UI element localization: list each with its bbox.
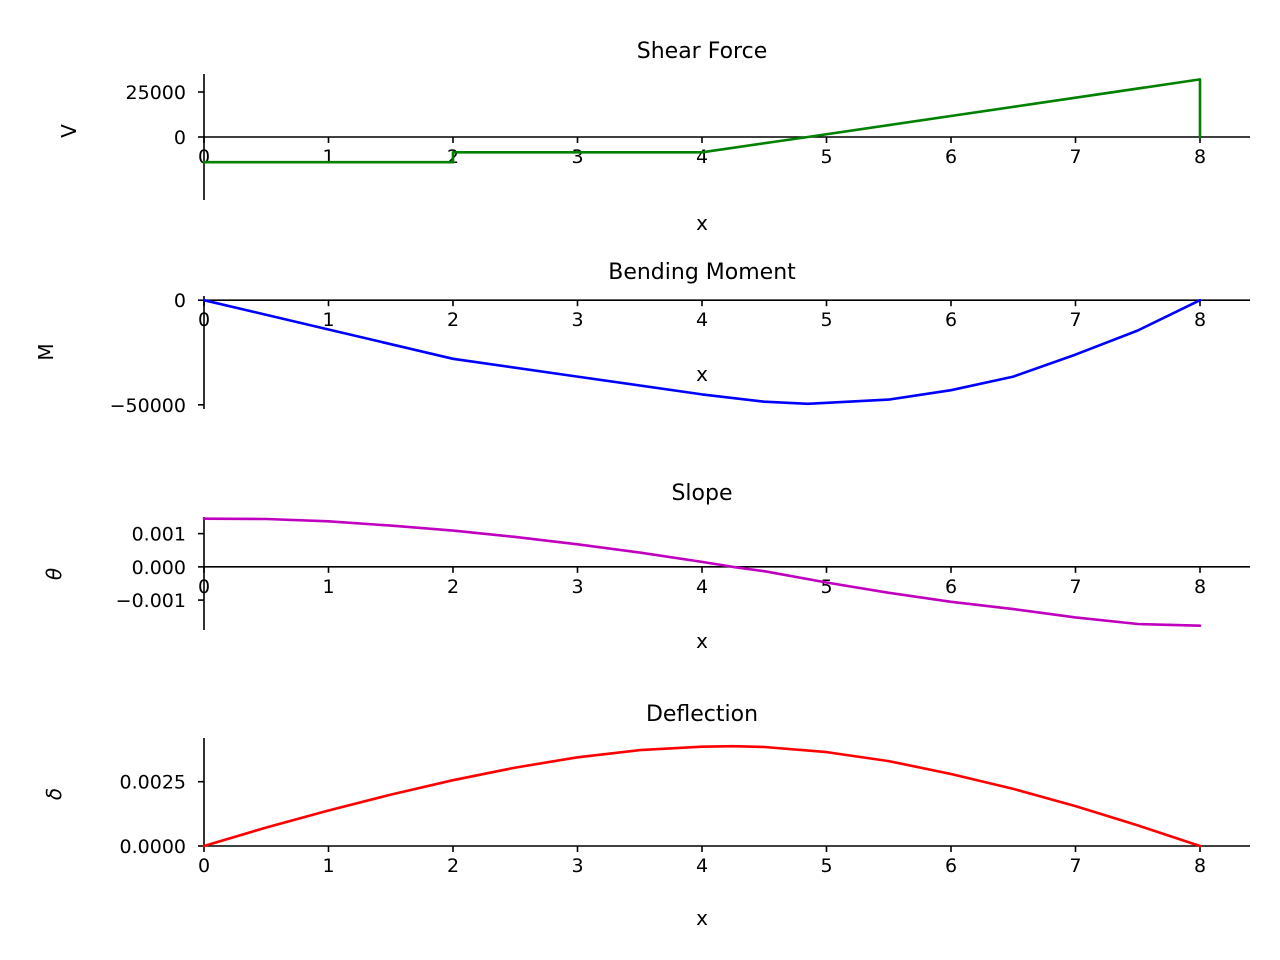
- shear-force-x-tick-label: 8: [1194, 146, 1206, 168]
- deflection-x-tick-label: 4: [696, 855, 708, 877]
- bending-moment-x-tick-label: 3: [571, 309, 583, 331]
- slope-y-tick-label: 0.001: [132, 524, 186, 546]
- slope-x-tick-label: 1: [322, 576, 334, 598]
- bending-moment-x-tick-label: 4: [696, 309, 708, 331]
- shear-force-title: Shear Force: [637, 39, 768, 64]
- slope-curve: [202, 517, 1202, 628]
- slope-y-tick-label: −0.001: [116, 590, 186, 612]
- deflection-x-tick-label: 7: [1069, 855, 1081, 877]
- shear-force-x-tick-label: 4: [696, 146, 708, 168]
- shear-force-x-axis-label: x: [696, 211, 708, 235]
- deflection-x-axis-label: x: [696, 906, 708, 930]
- shear-force-x-tick-label: 1: [322, 146, 334, 168]
- shear-force-x-tick-label: 5: [820, 146, 832, 168]
- bending-moment-title: Bending Moment: [608, 260, 796, 285]
- bending-moment-x-tick-label: 2: [447, 309, 459, 331]
- bending-moment-x-axis-label: x: [696, 362, 708, 386]
- slope-title: Slope: [671, 481, 732, 506]
- shear-force-x-tick-label: 3: [571, 146, 583, 168]
- slope-x-tick-label: 0: [198, 576, 210, 598]
- bending-moment-x-tick-label: 7: [1069, 309, 1081, 331]
- shear-force-curve: [202, 78, 1202, 164]
- bending-moment-curve: [202, 298, 1202, 406]
- slope-x-axis-label: x: [696, 629, 708, 653]
- shear-force-x-tick-label: 7: [1069, 146, 1081, 168]
- slope-x-tick-label: 6: [945, 576, 957, 598]
- deflection-y-tick-label: 0.0000: [120, 836, 186, 858]
- deflection-x-tick-label: 3: [571, 855, 583, 877]
- slope-x-tick-label: 5: [820, 576, 832, 598]
- deflection-curve: [202, 744, 1202, 848]
- slope-panel: Slope x θ 0 1 2 3 4 5 6 7 8 0.001 0.000 −0.001: [42, 481, 1250, 653]
- slope-y-axis-label: θ: [42, 568, 66, 580]
- slope-x-tick-label: 8: [1194, 576, 1206, 598]
- bending-moment-y-tick-label: −50000: [110, 395, 186, 417]
- slope-x-tick-label: 2: [447, 576, 459, 598]
- deflection-x-tick-label: 5: [820, 855, 832, 877]
- slope-x-tick-label: 4: [696, 576, 708, 598]
- bending-moment-panel: Bending Moment x M 0 1 2 3 4 5 6 7 8 0 −50000: [34, 260, 1250, 417]
- deflection-title: Deflection: [646, 702, 758, 727]
- slope-y-tick-label: 0.000: [132, 557, 186, 579]
- deflection-x-tick-label: 1: [322, 855, 334, 877]
- deflection-y-tick-label: 0.0025: [120, 772, 186, 794]
- shear-force-y-axis-label: V: [57, 124, 81, 138]
- slope-x-tick-label: 3: [571, 576, 583, 598]
- shear-force-x-tick-label: 6: [945, 146, 957, 168]
- slope-x-tick-label: 7: [1069, 576, 1081, 598]
- shear-force-x-tick-label: 0: [198, 146, 210, 168]
- bending-moment-y-axis-label: M: [34, 343, 58, 360]
- deflection-x-tick-label: 0: [198, 855, 210, 877]
- deflection-x-tick-label: 6: [945, 855, 957, 877]
- bending-moment-x-tick-label: 6: [945, 309, 957, 331]
- deflection-y-axis-label: δ: [42, 788, 66, 800]
- bending-moment-x-tick-label: 8: [1194, 309, 1206, 331]
- shear-force-y-tick-label: 0: [174, 127, 186, 149]
- bending-moment-x-tick-label: 5: [820, 309, 832, 331]
- deflection-panel: Deflection x δ 0 1 2 3 4 5 6 7 8 0.0025 0.0000: [42, 702, 1250, 930]
- bending-moment-x-tick-label: 1: [322, 309, 334, 331]
- bending-moment-x-tick-label: 0: [198, 309, 210, 331]
- bending-moment-y-tick-label: 0: [174, 290, 186, 312]
- deflection-x-tick-label: 2: [447, 855, 459, 877]
- shear-force-y-tick-label: 25000: [126, 82, 186, 104]
- deflection-x-tick-label: 8: [1194, 855, 1206, 877]
